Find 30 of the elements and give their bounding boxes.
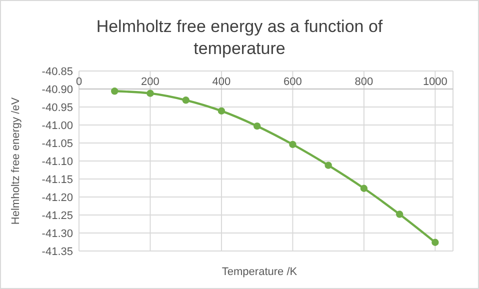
x-tick-label: 1000 — [422, 76, 448, 88]
point — [396, 210, 404, 218]
x-tick-label: 800 — [354, 76, 374, 88]
y-tick-label: -41.15 — [42, 174, 73, 186]
x-tick-label: 200 — [141, 76, 160, 88]
y-tick-label: -41.25 — [42, 210, 73, 222]
x-tick-label: 0 — [76, 76, 82, 88]
y-tick-label: -41.10 — [42, 156, 73, 168]
point — [146, 90, 154, 97]
y-tick-label: -41.20 — [42, 192, 73, 204]
point — [289, 140, 296, 148]
x-axis-title: Temperature /K — [222, 266, 298, 278]
y-axis-title: Helmholtz free energy /eV — [10, 96, 22, 225]
point — [182, 96, 190, 104]
x-tick-label: 600 — [284, 76, 302, 88]
chart-title: Helmholtz free energy as a function of temperature — [96, 17, 383, 58]
point — [360, 184, 368, 192]
y-tick-label: -41.00 — [42, 120, 73, 132]
point — [218, 107, 226, 115]
x-tick-label: 400 — [212, 76, 231, 88]
point — [432, 238, 439, 246]
y-tick-label: -41.30 — [42, 228, 73, 240]
y-tick-label: -41.35 — [42, 246, 73, 258]
y-tick-label: -41.05 — [42, 138, 73, 150]
point — [111, 88, 118, 95]
y-tick-label: -40.95 — [42, 102, 73, 114]
point — [324, 162, 332, 169]
point — [253, 122, 261, 130]
y-tick-label: -40.85 — [42, 66, 73, 78]
y-tick-label: -40.90 — [42, 84, 73, 96]
